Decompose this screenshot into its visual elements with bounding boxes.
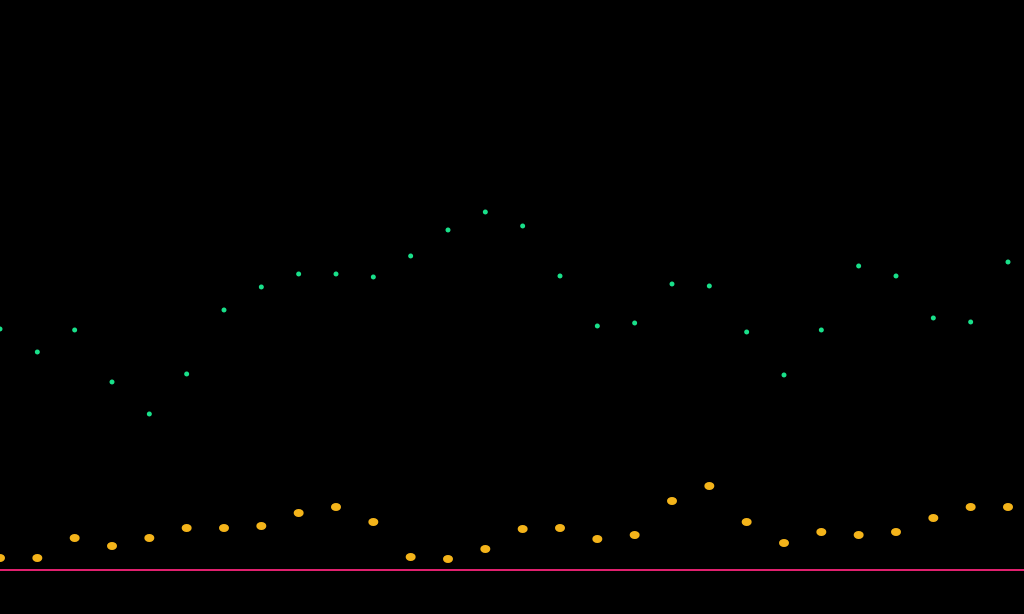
column-head [34,349,40,355]
dot [1003,503,1013,511]
dot [928,514,939,522]
dot [107,542,117,550]
dot [69,534,80,542]
column-head [893,273,899,279]
column-head [445,227,451,233]
dot [480,545,491,553]
column-head [296,271,302,277]
column-head [632,320,638,326]
column-head [856,263,862,269]
dot [144,534,155,542]
column-head [968,319,974,325]
dot [293,509,304,517]
dot [667,497,677,505]
dot [629,531,640,539]
column-head [669,281,675,287]
column-head [1005,259,1011,265]
dot [592,535,603,543]
dot [0,554,5,562]
dot [741,518,752,526]
dot [517,525,528,533]
column-head [706,283,712,289]
dot [256,522,267,530]
column-head [818,327,824,333]
dot [443,555,453,563]
column-head [146,411,152,417]
column-head [184,371,190,377]
dot [779,539,789,547]
dot [32,554,43,562]
column-head [258,284,264,290]
dot [181,524,192,532]
column-head [370,274,376,280]
column-head [482,209,488,215]
column-head [408,253,414,259]
dot [555,524,565,532]
dot [891,528,901,536]
dot [853,531,864,539]
dot [816,528,827,536]
dot [405,553,416,561]
dot [219,524,229,532]
column-head [930,315,936,321]
column-head [557,273,563,279]
column-head [520,223,526,229]
dot [331,503,341,511]
column-head [781,372,787,378]
dot [965,503,976,511]
column-head [0,326,3,332]
dot [704,482,715,490]
column-head [221,307,227,313]
dot [368,518,379,526]
column-head [72,327,78,333]
column-head [744,329,750,335]
column-head [333,271,339,277]
column-head [109,379,115,385]
column-head [594,323,600,329]
